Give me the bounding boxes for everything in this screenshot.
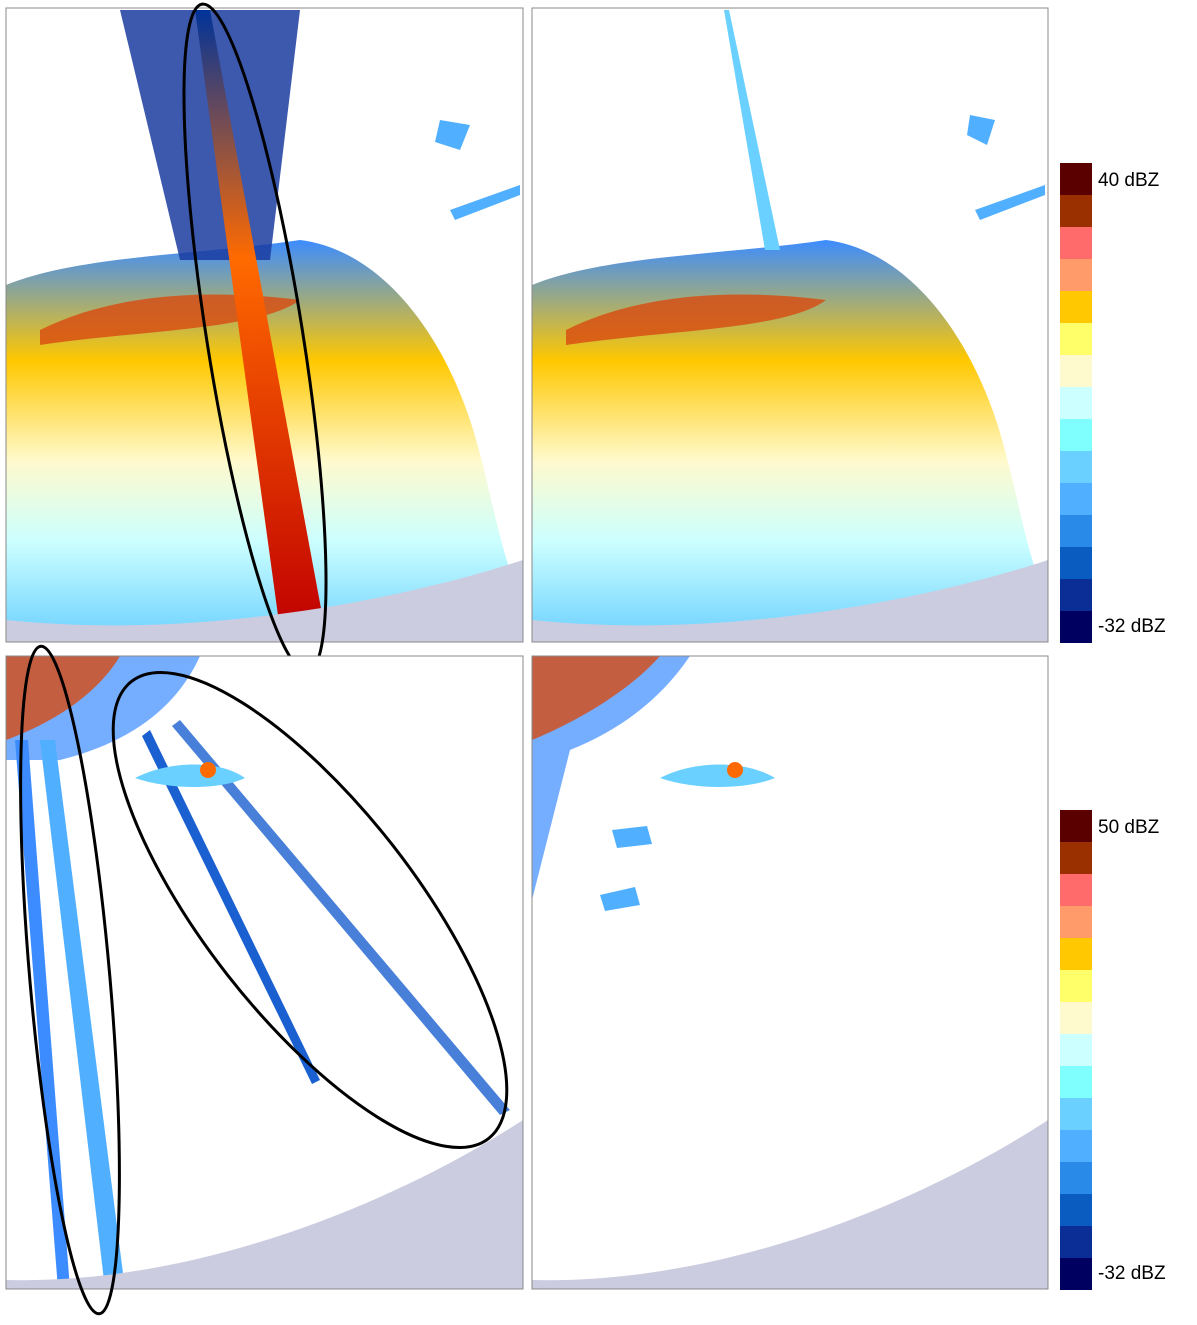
panel-top-left: [6, 8, 523, 642]
colorbar-swatch: [1060, 323, 1092, 355]
panel-bottom-left: [6, 656, 523, 1289]
colorbar-swatch: [1060, 611, 1092, 643]
figure: 40 dBZ -32 dBZ 50 dBZ -32 dBZ: [0, 0, 1197, 1320]
colorbar-swatch: [1060, 970, 1092, 1002]
colorbar-swatch: [1060, 1194, 1092, 1226]
colorbar-label: -32 dBZ: [1098, 616, 1166, 637]
colorbar-swatch: [1060, 227, 1092, 259]
colorbar-swatch: [1060, 163, 1092, 195]
colorbar-swatch: [1060, 1034, 1092, 1066]
colorbar-swatch: [1060, 874, 1092, 906]
colorbar-swatch: [1060, 515, 1092, 547]
colorbar-swatch: [1060, 579, 1092, 611]
colorbar-label: 40 dBZ: [1098, 170, 1160, 191]
colorbar-swatch: [1060, 259, 1092, 291]
colorbar-swatch: [1060, 1162, 1092, 1194]
colorbar-swatch: [1060, 810, 1092, 842]
colorbar-swatch: [1060, 938, 1092, 970]
colorbar-swatch: [1060, 1258, 1092, 1290]
colorbar-swatch: [1060, 355, 1092, 387]
colorbar-swatch: [1060, 291, 1092, 323]
colorbar-swatch: [1060, 387, 1092, 419]
colorbar-swatch: [1060, 419, 1092, 451]
colorbar-swatch: [1060, 483, 1092, 515]
colorbar-label: 50 dBZ: [1098, 817, 1160, 838]
colorbar-swatch: [1060, 1066, 1092, 1098]
panel-top-right: [532, 8, 1048, 642]
colorbars: 40 dBZ -32 dBZ 50 dBZ -32 dBZ: [1060, 163, 1166, 1290]
colorbar-swatch: [1060, 1226, 1092, 1258]
colorbar-swatch: [1060, 1098, 1092, 1130]
colorbar-swatch: [1060, 842, 1092, 874]
colorbar-label: -32 dBZ: [1098, 1263, 1166, 1284]
colorbar-swatch: [1060, 1130, 1092, 1162]
colorbar-swatch: [1060, 906, 1092, 938]
colorbar-swatch: [1060, 1002, 1092, 1034]
colorbar-swatch: [1060, 451, 1092, 483]
panel-bottom-right: [532, 656, 1048, 1289]
colorbar-swatch: [1060, 547, 1092, 579]
colorbar-swatch: [1060, 195, 1092, 227]
